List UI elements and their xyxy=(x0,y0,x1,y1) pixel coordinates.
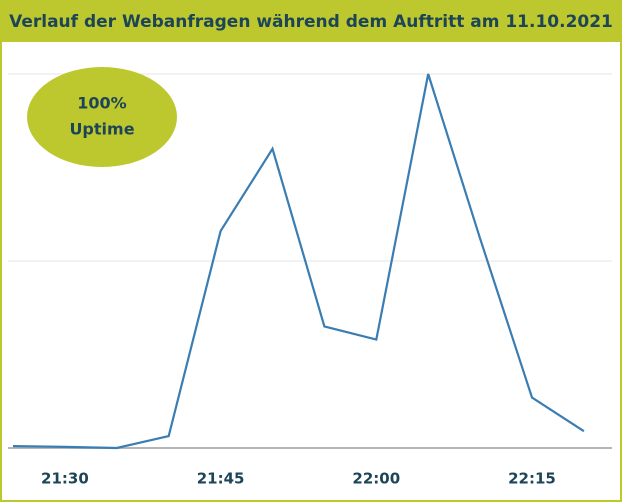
line xyxy=(12,73,585,450)
x-tick-label: 22:15 xyxy=(508,470,556,488)
x-tick-label: 21:45 xyxy=(197,470,245,488)
x-tick-label: 21:30 xyxy=(41,470,89,488)
uptime-badge xyxy=(27,67,177,167)
x-tick-label: 22:00 xyxy=(352,470,400,488)
badge-text: 100% xyxy=(77,94,126,113)
title-bar xyxy=(0,0,622,42)
chart-title: Verlauf der Webanfragen während dem Auft… xyxy=(9,12,613,32)
badge-text: Uptime xyxy=(69,120,134,139)
